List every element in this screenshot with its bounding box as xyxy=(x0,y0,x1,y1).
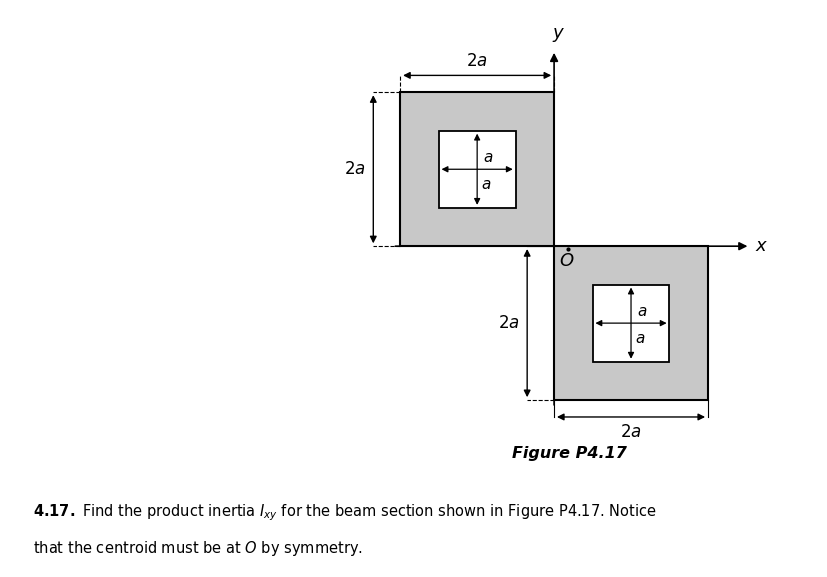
Bar xyxy=(400,92,554,246)
Bar xyxy=(438,131,515,208)
Text: $2a$: $2a$ xyxy=(498,314,519,332)
Bar xyxy=(554,246,708,400)
Text: $2a$: $2a$ xyxy=(620,423,642,441)
Text: $2a$: $2a$ xyxy=(466,52,488,70)
Text: $\mathbf{4.17.}$ Find the product inertia $I_{xy}$ for the beam section shown in: $\mathbf{4.17.}$ Find the product inerti… xyxy=(33,502,657,523)
Text: $a$: $a$ xyxy=(635,331,645,346)
Text: Figure P4.17: Figure P4.17 xyxy=(512,446,627,461)
Text: $a$: $a$ xyxy=(637,304,648,319)
Text: $2a$: $2a$ xyxy=(344,160,366,178)
Text: $a$: $a$ xyxy=(483,151,494,166)
Bar xyxy=(593,284,670,362)
Text: O: O xyxy=(560,252,574,271)
Text: x: x xyxy=(756,237,767,255)
Text: y: y xyxy=(552,24,563,42)
Text: $a$: $a$ xyxy=(481,177,491,192)
Text: that the centroid must be at $O$ by symmetry.: that the centroid must be at $O$ by symm… xyxy=(33,539,363,559)
